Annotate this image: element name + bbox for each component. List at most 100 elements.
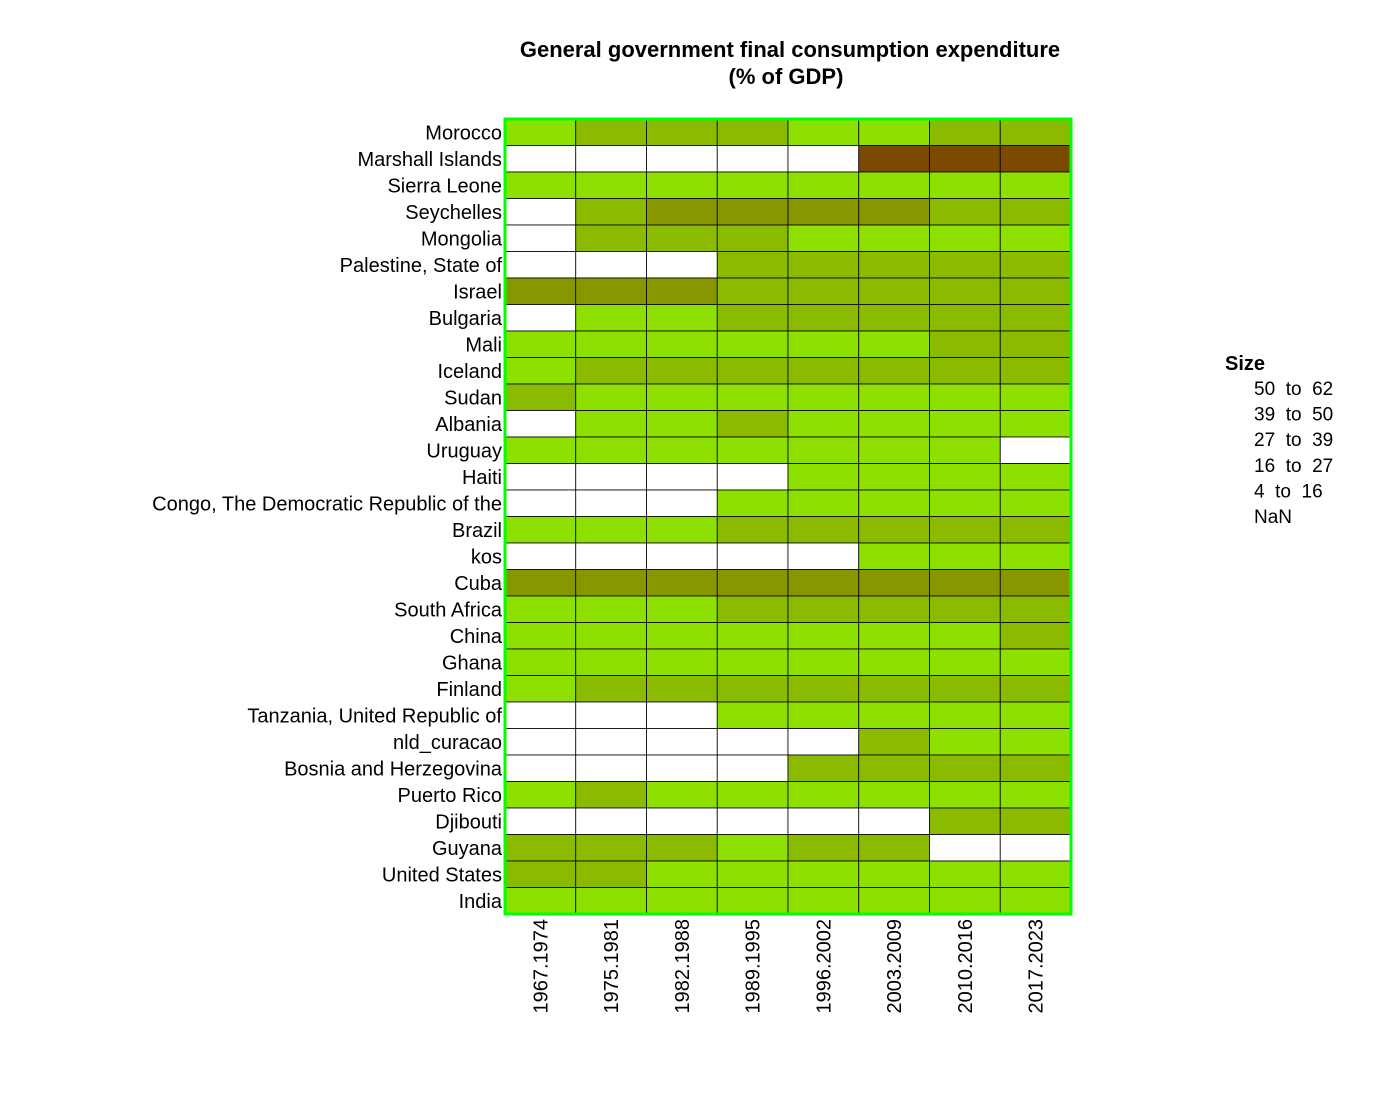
- heatmap-cell: India | 2017.2023 | 4 to 16: [999, 887, 1072, 915]
- heatmap-cell: Guyana | 1975.1981 | 16 to 27: [575, 834, 647, 862]
- heatmap-cell: China | 2017.2023 | 16 to 27: [999, 622, 1072, 650]
- heatmap-cell: Finland | 2003.2009 | 16 to 27: [858, 675, 930, 703]
- heatmap-cell: Bosnia and Herzegovina | 1996.2002 | 16 …: [787, 754, 860, 782]
- heatmap-cell: United States | 1967.1974 | 16 to 27: [504, 860, 577, 888]
- heatmap-cell: Sudan | 2017.2023 | 4 to 16: [999, 383, 1072, 411]
- heatmap-cell: Djibouti | 1967.1974 | NaN: [504, 807, 577, 835]
- heatmap-cell: Djibouti | 1996.2002 | NaN: [787, 807, 860, 835]
- heatmap-cell: Brazil | 2010.2016 | 16 to 27: [929, 516, 1001, 544]
- heatmap-cell: United States | 1975.1981 | 16 to 27: [575, 860, 647, 888]
- heatmap-cell: Bulgaria | 1967.1974 | NaN: [504, 304, 577, 332]
- column-label: 2003.2009: [884, 919, 906, 1014]
- heatmap-cell: nld_curacao | 2003.2009 | 16 to 27: [858, 728, 930, 756]
- heatmap-cell: Marshall Islands | 2003.2009 | 50 to 62: [858, 145, 930, 173]
- heatmap-cell: Congo, The Democratic Republic of the | …: [787, 489, 860, 517]
- heatmap-cell: Cuba | 1996.2002 | 27 to 39: [787, 569, 860, 597]
- heatmap-cell: Albania | 1982.1988 | 4 to 16: [646, 410, 718, 438]
- row-label: United States: [382, 864, 502, 886]
- heatmap-cell: Seychelles | 1967.1974 | NaN: [504, 198, 577, 226]
- heatmap-cell: Guyana | 1967.1974 | 16 to 27: [504, 834, 577, 862]
- heatmap-cell: Cuba | 1989.1995 | 27 to 39: [716, 569, 789, 597]
- heatmap-cell: Djibouti | 1975.1981 | NaN: [575, 807, 647, 835]
- heatmap-cell: Albania | 1996.2002 | 4 to 16: [787, 410, 860, 438]
- heatmap-cell: Cuba | 2003.2009 | 27 to 39: [858, 569, 930, 597]
- heatmap-cell: Uruguay | 1975.1981 | 4 to 16: [575, 436, 647, 464]
- heatmap-cell: Sierra Leone | 1996.2002 | 4 to 16: [787, 171, 860, 199]
- row-label: Bosnia and Herzegovina: [284, 758, 503, 780]
- row-labels: Morocco Marshall Islands Sierra Leone Seych…: [152, 122, 503, 913]
- row-label: Mongolia: [421, 228, 503, 250]
- heatmap-cell: Mali | 2010.2016 | 16 to 27: [929, 330, 1001, 358]
- heatmap-cell: Puerto Rico | 2010.2016 | 4 to 16: [929, 781, 1001, 809]
- heatmap-cell: Ghana | 1967.1974 | 4 to 16: [504, 648, 577, 676]
- row-label: Finland: [436, 679, 502, 701]
- heatmap-cell: Puerto Rico | 2017.2023 | 4 to 16: [999, 781, 1072, 809]
- heatmap-cell: Ghana | 2017.2023 | 4 to 16: [999, 648, 1072, 676]
- heatmap-cell: Sudan | 2010.2016 | 4 to 16: [929, 383, 1001, 411]
- heatmap-cell: Albania | 2017.2023 | 4 to 16: [999, 410, 1072, 438]
- heatmap-cell: nld_curacao | 2017.2023 | 4 to 16: [999, 728, 1072, 756]
- heatmap-cell: Tanzania, United Republic of | 1989.1995…: [716, 701, 789, 729]
- heatmap-cell: Iceland | 1982.1988 | 16 to 27: [646, 357, 718, 385]
- heatmap-cell: Bosnia and Herzegovina | 2003.2009 | 16 …: [858, 754, 930, 782]
- heatmap-cell: Bosnia and Herzegovina | 2010.2016 | 16 …: [929, 754, 1001, 782]
- heatmap-cell: Palestine, State of | 2003.2009 | 16 to …: [858, 251, 930, 279]
- heatmap-cell: Sierra Leone | 1989.1995 | 4 to 16: [716, 171, 789, 199]
- column-label: 1996.2002: [813, 919, 835, 1014]
- heatmap-cell: nld_curacao | 1996.2002 | NaN: [787, 728, 860, 756]
- heatmap-cell: China | 1996.2002 | 4 to 16: [787, 622, 860, 650]
- heatmap-cell: Congo, The Democratic Republic of the | …: [858, 489, 930, 517]
- heatmap-cell: Bulgaria | 2017.2023 | 16 to 27: [999, 304, 1072, 332]
- heatmap-cell: India | 1996.2002 | 4 to 16: [787, 887, 860, 915]
- row-label: Puerto Rico: [398, 785, 503, 807]
- legend-item: 50 to 62: [1254, 379, 1333, 400]
- heatmap-cell: Uruguay | 1996.2002 | 4 to 16: [787, 436, 860, 464]
- heatmap-cell: Mongolia | 1989.1995 | 16 to 27: [716, 224, 789, 252]
- heatmap-cell: China | 2003.2009 | 4 to 16: [858, 622, 930, 650]
- heatmap-cells: Morocco | 1967.1974 | 4 to 16Morocco | 1…: [504, 118, 1072, 915]
- row-label: Ghana: [442, 652, 503, 674]
- heatmap-cell: Cuba | 2010.2016 | 27 to 39: [929, 569, 1001, 597]
- heatmap-cell: kos | 1996.2002 | NaN: [787, 542, 860, 570]
- heatmap-cell: Finland | 2017.2023 | 16 to 27: [999, 675, 1072, 703]
- heatmap-cell: Guyana | 2003.2009 | 16 to 27: [858, 834, 930, 862]
- row-label: kos: [471, 546, 502, 568]
- legend-item: NaN: [1254, 507, 1292, 528]
- heatmap-cell: Puerto Rico | 1975.1981 | 16 to 27: [575, 781, 647, 809]
- heatmap-cell: Bulgaria | 2003.2009 | 16 to 27: [858, 304, 930, 332]
- heatmap-cell: kos | 2017.2023 | 4 to 16: [999, 542, 1072, 570]
- heatmap-cell: kos | 1982.1988 | NaN: [646, 542, 718, 570]
- row-label: Uruguay: [426, 440, 502, 462]
- heatmap-cell: Puerto Rico | 1967.1974 | 4 to 16: [504, 781, 577, 809]
- heatmap-cell: Ghana | 2003.2009 | 4 to 16: [858, 648, 930, 676]
- heatmap-cell: Iceland | 1967.1974 | 4 to 16: [504, 357, 577, 385]
- heatmap-cell: Seychelles | 2017.2023 | 16 to 27: [999, 198, 1072, 226]
- heatmap-cell: Marshall Islands | 1989.1995 | NaN: [716, 145, 789, 173]
- heatmap-cell: Sierra Leone | 2017.2023 | 4 to 16: [999, 171, 1072, 199]
- heatmap-cell: Morocco | 2010.2016 | 16 to 27: [929, 118, 1001, 146]
- heatmap-cell: Albania | 1967.1974 | NaN: [504, 410, 577, 438]
- row-label: Cuba: [454, 573, 503, 595]
- heatmap-cell: Seychelles | 1989.1995 | 27 to 39: [716, 198, 789, 226]
- heatmap-cell: Palestine, State of | 2017.2023 | 16 to …: [999, 251, 1072, 279]
- heatmap-cell: Mongolia | 2003.2009 | 4 to 16: [858, 224, 930, 252]
- row-label: Seychelles: [405, 202, 502, 224]
- row-label: Palestine, State of: [340, 255, 503, 277]
- heatmap-cell: Iceland | 1975.1981 | 16 to 27: [575, 357, 647, 385]
- heatmap-cell: Brazil | 2003.2009 | 16 to 27: [858, 516, 930, 544]
- heatmap-cell: Mongolia | 2010.2016 | 4 to 16: [929, 224, 1001, 252]
- heatmap-cell: Congo, The Democratic Republic of the | …: [504, 489, 577, 517]
- heatmap-cell: Ghana | 2010.2016 | 4 to 16: [929, 648, 1001, 676]
- heatmap-cell: Cuba | 1967.1974 | 27 to 39: [504, 569, 577, 597]
- heatmap-cell: United States | 2010.2016 | 4 to 16: [929, 860, 1001, 888]
- heatmap-cell: Ghana | 1989.1995 | 4 to 16: [716, 648, 789, 676]
- heatmap-cell: Sierra Leone | 2003.2009 | 4 to 16: [858, 171, 930, 199]
- heatmap-cell: Bulgaria | 1975.1981 | 4 to 16: [575, 304, 647, 332]
- heatmap-cell: Guyana | 1982.1988 | 16 to 27: [646, 834, 718, 862]
- heatmap-cell: Mali | 1989.1995 | 4 to 16: [716, 330, 789, 358]
- heatmap-cell: Brazil | 1982.1988 | 4 to 16: [646, 516, 718, 544]
- row-label: Congo, The Democratic Republic of the: [152, 493, 502, 515]
- heatmap-cell: Cuba | 1982.1988 | 27 to 39: [646, 569, 718, 597]
- heatmap-cell: Bosnia and Herzegovina | 2017.2023 | 16 …: [999, 754, 1072, 782]
- heatmap-cell: Djibouti | 1989.1995 | NaN: [716, 807, 789, 835]
